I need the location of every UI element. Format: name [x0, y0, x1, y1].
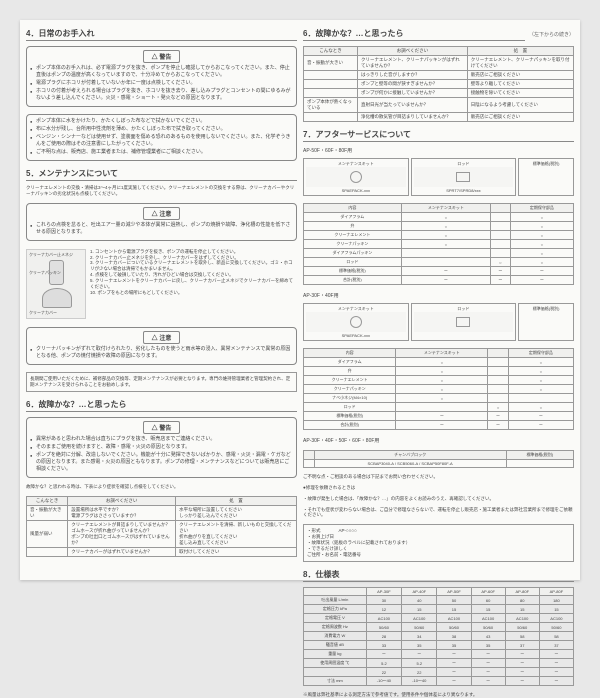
warn-item: ポンプ本体に水をかけたり、かたくしぼった布などで拭かないでください。 — [36, 118, 293, 125]
warn-item: ご不明な点は、販売店、施工業者または、補修管理業者にご相談ください。 — [36, 149, 293, 156]
caution-label: △ 注意 — [143, 331, 181, 344]
parts-table-2: 内容メンテナンスキット定期保守部品 ダイアフラム○○ 弁○○ クリーナエレメント… — [303, 348, 574, 430]
pump-diagram: クリーナカバー止メネジ クリーナパッキン クリーナカバー 1. コンセントから電… — [26, 249, 297, 319]
parts-label-1: AP-50F・60F・80F用 — [303, 147, 574, 154]
warn-item: ホコリの付着が考えられる場合はプラグを抜き、ホコリを抜き去り、差し込みプラグとコ… — [36, 88, 293, 102]
warn-item: 電源プラグにホコリが付着していないか年に一度は点検してください。 — [36, 80, 293, 87]
s7-note-3: ・それでも症状が変わらない場合は、ご自分で修理なさらないで、運転を停止し販売店・… — [303, 507, 574, 519]
warning-label: △ 警告 — [143, 421, 181, 434]
warn-item: そのままご使用を続けますと、故障・感電・火災の原因となります。 — [36, 444, 293, 451]
kit-icon — [350, 316, 362, 328]
s4-warning-2: ポンプ本体に水をかけたり、かたくしぼった布などで拭かないでください。 布に水分が… — [26, 114, 297, 161]
section-5-title: 5．メンテナンスについて — [26, 168, 297, 181]
warn-item: 布に水分が残し、台所用中性洗剤を薄め、かたくしぼった布で拭き取ってください。 — [36, 126, 293, 133]
warn-item: 異常があると思われた場合は直ちにプラグを抜き、販売店までご連絡ください。 — [36, 436, 293, 443]
warn-item: ベンジン・シンナーなどは使用せず、塗装面を傷める恐れのあるものを使用しないでくだ… — [36, 134, 293, 148]
rod-icon — [456, 317, 470, 327]
manual-page: 4．日常のお手入れ △ 警告 ポンプ本体のお手入れは、必ず電源プラグを抜き、ポン… — [20, 20, 580, 580]
section-8-title: 8．仕様表 — [303, 569, 574, 582]
warning-label: △ 警告 — [143, 50, 181, 63]
parts-images-1: メンテナンスキットSPAEPACK-xxx ロッドSPRT7/SPRD8/xxx… — [303, 158, 574, 196]
warn-item: クリーナパッキンがずれて取付けられたり、劣化したものを使うと雨水等の浸入、異常メ… — [36, 346, 293, 360]
s5-caution-1: △ 注意 これらの点検を怠ると、吐出エアー量の減少や本体が異常に過熱し、ポンプの… — [26, 203, 297, 241]
s5-steps: 1. コンセントから電源プラグを抜き、ポンプの運転を停止してください。 2. ク… — [90, 249, 297, 319]
trouble-table-2: こんなとき お調べください 処 置 音・振動が大きいクリーナエレメント、クリーナ… — [303, 46, 574, 122]
s4-warning-1: △ 警告 ポンプ本体のお手入れは、必ず電源プラグを抜き、ポンプを停止し確認してか… — [26, 46, 297, 107]
warn-item: これらの点検を怠ると、吐出エアー量の減少や本体が異常に過熱し、ポンプの焼損や故障… — [36, 222, 293, 236]
kit-icon — [350, 171, 362, 183]
parts-table-1: 内容メンテナンスキット定期保守部品 ダイアフラム○○ 弁○○ クリーナエレメント… — [303, 203, 574, 285]
trouble-table-1: こんなとき お調べください 処 置 音・振動が大きい設置場所は水平ですか？ 電源… — [26, 496, 297, 557]
parts-images-2: メンテナンスキットSPAEPACK-xxx ロッド 標準価格(税別) — [303, 303, 574, 341]
s6-intro: 故障かな？と思われる時は、下表により症状を確認し点検をしてください。 — [26, 484, 297, 490]
s5-intro: クリーナエレメントの交換・清掃は3～4ヶ月に1度実施してください。クリーナエレメ… — [26, 185, 297, 197]
caution-label: △ 注意 — [143, 207, 181, 220]
continued-label: （左下からの続き） — [529, 31, 574, 38]
section-4-title: 4．日常のお手入れ — [26, 28, 297, 41]
warn-item: ポンプ本体のお手入れは、必ず電源プラグを抜き、ポンプを停止し確認してからおこなっ… — [36, 65, 293, 79]
section-6b-title: 6．故障かな？…と思ったら — [303, 28, 525, 41]
s7-form: ・形式 AP-○○○○ ・お買上げ日 ・故障状況（銘板のラベルに記載されておりま… — [303, 524, 574, 562]
rod-icon — [456, 172, 470, 182]
parts-label-2: AP-30F・40F用 — [303, 292, 574, 299]
spec-table: AP-30FAP-40FAP-50FAP-60FAP-80FAP-80F 吐出風… — [303, 587, 574, 686]
s5-caution-2: △ 注意 クリーナパッキンがずれて取付けられたり、劣化したものを使うと雨水等の浸… — [26, 327, 297, 365]
s7-note-2: ・故障が発生した場合は、「故障かな？…」の内容をよくお読みのうえ、再確認してくだ… — [303, 496, 574, 502]
right-column: 6．故障かな？…と思ったら （左下からの続き） こんなとき お調べください 処 … — [303, 26, 574, 574]
parts-label-3: AP-30F・40F・50F・60F・80F用 — [303, 437, 574, 444]
spec-note: ※風量は弊社基準による測定方法で参考値です。使用条件や個体差により異なります。 — [303, 692, 574, 698]
warn-item: ポンプを絶対に分解、改造しないでください。機能が十分に発揮できないばかりか、感電… — [36, 452, 293, 473]
s7-note-1: ●修理を依頼されるときは — [303, 485, 574, 491]
left-column: 4．日常のお手入れ △ 警告 ポンプ本体のお手入れは、必ず電源プラグを抜き、ポン… — [26, 26, 297, 574]
s5-note: 長期間ご使用いただくために、補修部品の交換等、定期メンテナンスが必要となります。… — [26, 372, 297, 392]
chamber-table: チャンバブロック標準価格(税別) SCBAP3040-A / SCB5060-A… — [303, 450, 574, 468]
section-6-title: 6．故障かな？…と思ったら — [26, 399, 297, 412]
section-7-title: 7．アフターサービスについて — [303, 129, 574, 142]
s6-warning: △ 警告 異常があると思われた場合は直ちにプラグを抜き、販売店までご連絡ください… — [26, 417, 297, 478]
s7-note-0: ご不明な点・ご相談のある場合は下記までお問い合わせください。 — [303, 474, 574, 480]
pump-illustration: クリーナカバー止メネジ クリーナパッキン クリーナカバー — [26, 249, 86, 319]
